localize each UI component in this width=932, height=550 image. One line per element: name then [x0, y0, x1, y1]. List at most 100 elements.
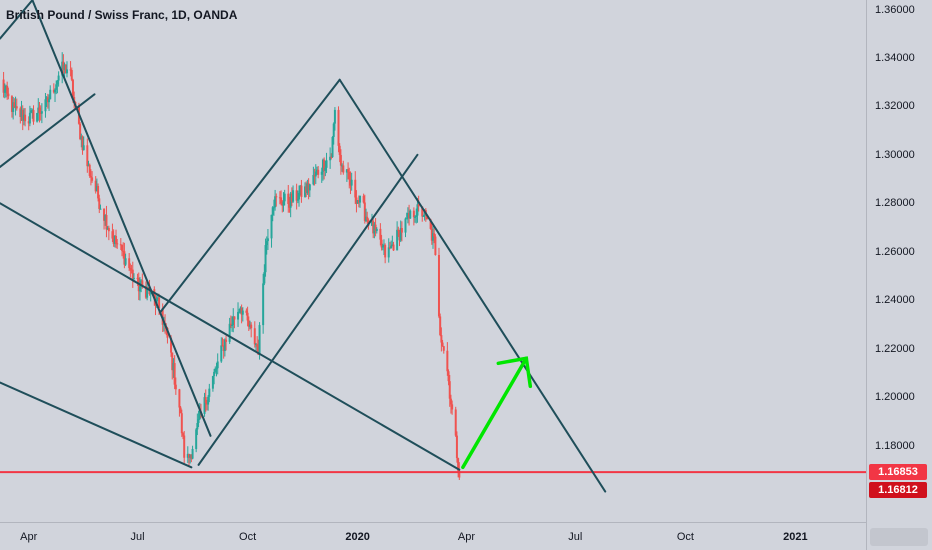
candle-body — [122, 250, 125, 252]
candle-body — [447, 371, 450, 382]
price-chart-plot[interactable] — [0, 0, 866, 522]
candle-body — [241, 310, 244, 315]
candle-body — [220, 345, 223, 362]
candle-body — [81, 136, 84, 151]
candle-body — [82, 145, 85, 151]
candle — [437, 247, 440, 319]
candle — [442, 345, 445, 354]
candle-body — [203, 397, 206, 414]
candle — [40, 103, 43, 124]
candle — [45, 96, 48, 107]
trendline[interactable] — [0, 93, 96, 168]
candle-body — [441, 342, 444, 347]
price-tick-label: 1.30000 — [875, 148, 915, 161]
candle-body — [350, 179, 353, 186]
candle — [220, 337, 223, 363]
candle-body — [355, 197, 358, 204]
candle-body — [354, 179, 357, 198]
projection-arrow[interactable] — [461, 356, 529, 470]
candle — [430, 223, 433, 245]
candle — [30, 107, 33, 114]
trendline[interactable] — [197, 153, 419, 466]
candle-body — [73, 97, 76, 102]
candle — [191, 445, 194, 460]
candle-body — [416, 204, 419, 216]
candle — [365, 208, 368, 222]
candle — [379, 223, 382, 246]
candle-body — [44, 99, 47, 112]
candle — [446, 342, 449, 376]
candle-body — [330, 156, 333, 158]
candle — [240, 304, 243, 324]
axis-settings-button[interactable] — [870, 528, 928, 546]
candle-body — [253, 328, 256, 345]
candle-body — [54, 89, 57, 93]
candle-body — [388, 247, 391, 249]
candle-body — [258, 325, 261, 355]
candle-body — [299, 185, 302, 194]
candle-body — [38, 107, 41, 113]
candle-body — [223, 339, 226, 352]
candle-body — [412, 210, 415, 218]
candle-body — [15, 106, 18, 109]
candle — [332, 122, 335, 145]
candle-body — [422, 215, 425, 217]
candle-body — [237, 311, 240, 320]
candle-body — [329, 156, 332, 161]
trendline[interactable] — [159, 78, 341, 314]
candle — [356, 199, 359, 204]
time-axis[interactable]: Apr Jul Oct 2020 Apr Jul Oct 2021 — [0, 522, 866, 550]
trendline[interactable] — [0, 202, 461, 471]
candle-body — [40, 111, 43, 114]
candle-body — [4, 85, 7, 90]
price-tick-label: 1.22000 — [875, 342, 915, 355]
candle-body — [36, 112, 39, 122]
candle — [256, 336, 259, 352]
candle-body — [315, 169, 318, 172]
candle-body — [451, 404, 454, 410]
candle-body — [144, 285, 147, 298]
candle — [324, 160, 327, 177]
candle-body — [409, 210, 412, 219]
candle-body — [365, 216, 368, 221]
candle — [36, 112, 39, 123]
candle-body — [61, 61, 64, 76]
trendline[interactable] — [0, 381, 193, 469]
candle — [329, 147, 332, 169]
candle-body — [70, 70, 73, 80]
candle — [408, 204, 411, 226]
candle — [271, 206, 274, 222]
candle — [304, 182, 307, 198]
candle-body — [3, 89, 6, 93]
candle-body — [13, 102, 16, 108]
candle — [292, 185, 295, 204]
trendline[interactable] — [31, 0, 212, 437]
price-tick-label: 1.36000 — [875, 3, 915, 16]
candle-body — [49, 89, 52, 100]
candle-body — [288, 204, 291, 208]
candle-body — [406, 212, 409, 219]
candle-body — [262, 283, 265, 326]
candle — [390, 240, 393, 249]
candle-body — [46, 97, 49, 103]
candle — [56, 79, 59, 94]
price-axis[interactable]: 1.36000 1.34000 1.32000 1.30000 1.28000 1.260… — [866, 0, 932, 550]
candle-body — [325, 160, 328, 168]
candle-body — [180, 413, 183, 434]
candle — [454, 406, 457, 437]
candle-body — [455, 435, 458, 459]
candle — [216, 353, 219, 375]
trendline[interactable] — [338, 78, 607, 493]
candle-body — [225, 339, 228, 342]
candle — [357, 195, 360, 208]
trendline[interactable] — [0, 0, 35, 40]
candle — [64, 64, 67, 74]
candle-body — [198, 411, 201, 420]
candle-body — [207, 396, 210, 405]
candle — [46, 93, 49, 109]
candle-body — [187, 453, 190, 458]
candle — [253, 321, 256, 348]
candle-body — [272, 207, 275, 209]
candle-body — [339, 154, 342, 166]
